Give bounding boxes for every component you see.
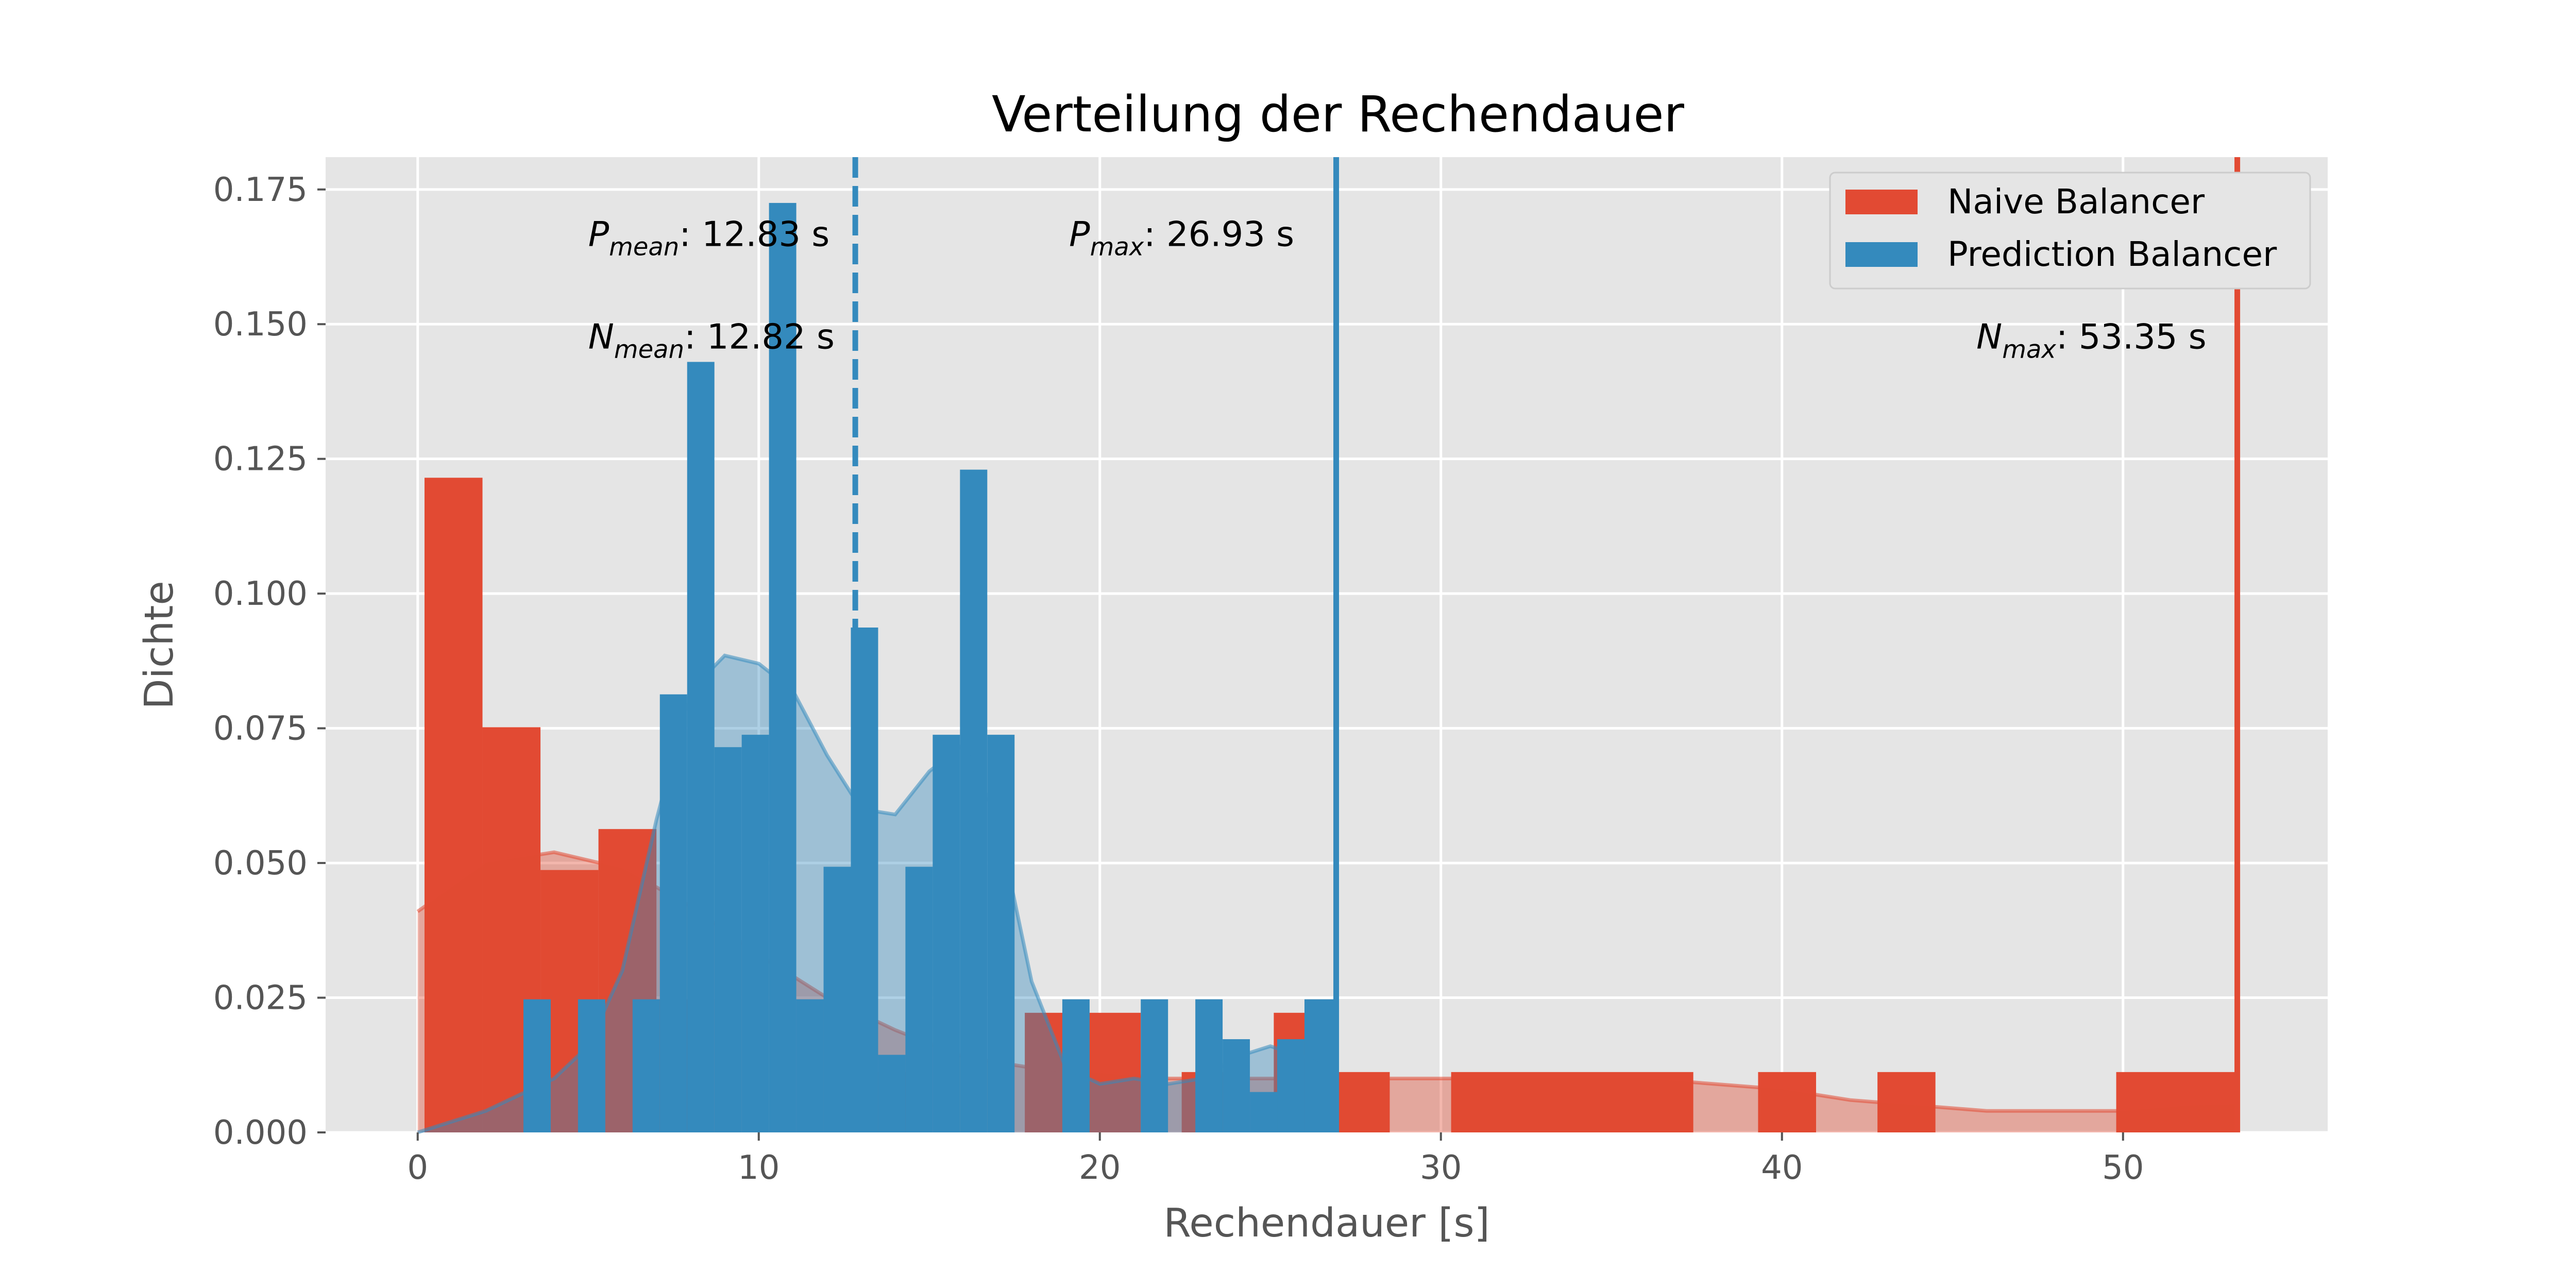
prediction-balancer-bars (523, 202, 1335, 1132)
annotation-n-mean: Nmean: 12.82 s (588, 316, 835, 364)
x-tick-label: 40 (1761, 1149, 1803, 1187)
reference-lines (852, 157, 2241, 1132)
prediction-balancer-bar (960, 469, 988, 1132)
plot-area (326, 157, 2328, 1132)
x-tick-label: 0 (407, 1149, 428, 1187)
legend-swatch-naive-balancer (1845, 190, 1918, 214)
x-tick-label: 30 (1420, 1149, 1462, 1187)
naive-balancer-bar (1758, 1072, 1816, 1132)
prediction-balancer-kde (417, 653, 1337, 1134)
naive-balancer-bar (1451, 1072, 1693, 1132)
x-tick-label: 10 (738, 1149, 779, 1187)
annotation-p-max: Pmax: 26.93 s (1069, 214, 1294, 262)
y-tick-label: 0.050 (213, 844, 308, 883)
prediction-balancer-bar (659, 694, 687, 1132)
y-tick-label: 0.150 (213, 306, 308, 344)
legend: Naive Balancer Prediction Balancer (1829, 172, 2311, 290)
legend-label-naive-balancer: Naive Balancer (1947, 182, 2205, 222)
prediction-balancer-bar (1250, 1092, 1278, 1132)
naive-balancer-bar (1331, 1072, 1390, 1132)
prediction-balancer-kde-area (417, 655, 1336, 1132)
prediction-balancer-bar (632, 999, 660, 1132)
prediction-balancer-bar (823, 867, 851, 1132)
y-tick-label: 0.175 (213, 171, 308, 209)
axis-ticks: 0 10 20 30 40 50 0.000 0.025 0.050 0.075 0.100 0.12… (213, 171, 2144, 1187)
y-tick-label: 0.000 (213, 1114, 308, 1152)
y-axis-label: Dichte (137, 581, 182, 709)
legend-frame (1829, 172, 2311, 290)
prediction-balancer-bar (1141, 999, 1168, 1132)
prediction-balancer-bar (687, 362, 715, 1132)
x-tick-label: 20 (1079, 1149, 1121, 1187)
prediction-balancer-kde-line (417, 653, 1337, 1134)
prediction-balancer-bar (523, 999, 551, 1132)
y-tick-label: 0.125 (213, 440, 308, 479)
legend-label-prediction-balancer: Prediction Balancer (1947, 234, 2277, 274)
prediction-balancer-bar (714, 747, 742, 1132)
annotation-p-mean: Pmean: 12.83 s (588, 214, 829, 262)
annotation-n-max: Nmax: 53.35 s (1976, 316, 2207, 364)
y-tick-label: 0.025 (213, 979, 308, 1018)
chart-title: Verteilung der Rechendauer (992, 86, 1685, 143)
prediction-balancer-bar (796, 999, 824, 1132)
x-tick-label: 50 (2102, 1149, 2144, 1187)
prediction-balancer-bar (741, 735, 769, 1132)
prediction-balancer-bar (905, 867, 933, 1132)
prediction-balancer-bar (878, 1055, 906, 1132)
y-tick-label: 0.100 (213, 575, 308, 613)
x-axis-label: Rechendauer [s] (1163, 1200, 1489, 1246)
grid (326, 157, 2328, 1134)
prediction-balancer-bar (769, 202, 796, 1132)
naive-balancer-bar (424, 478, 483, 1132)
naive-balancer-bar (2116, 1072, 2239, 1132)
y-tick-label: 0.075 (213, 710, 308, 748)
prediction-balancer-bar (1195, 999, 1223, 1132)
prediction-balancer-bar (987, 735, 1015, 1132)
prediction-balancer-bar (933, 735, 960, 1132)
legend-swatch-prediction-balancer (1845, 242, 1918, 267)
annotations: Pmean: 12.83 s Nmean: 12.82 s Pmax: 26.93 … (588, 214, 2207, 364)
